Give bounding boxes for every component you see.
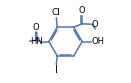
Text: O: O	[91, 20, 98, 29]
Text: OH: OH	[92, 37, 105, 46]
Text: O: O	[32, 23, 39, 32]
Text: O: O	[78, 6, 85, 15]
Text: HN: HN	[30, 37, 43, 46]
Text: Cl: Cl	[52, 8, 61, 17]
Text: I: I	[55, 65, 58, 75]
